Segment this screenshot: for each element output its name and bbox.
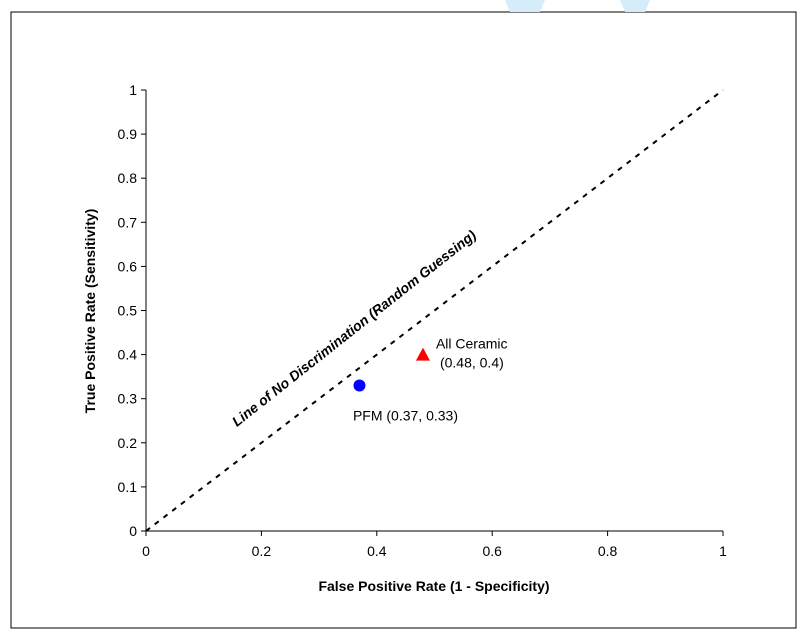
y-tick-label: 0.7	[118, 214, 138, 230]
y-tick-label: 0.1	[118, 479, 138, 495]
y-tick-label: 0.4	[118, 347, 138, 363]
data-points: PFM (0.37, 0.33) All Ceramic (0.48, 0.4)	[353, 336, 508, 424]
y-tick-label: 0.5	[118, 303, 138, 319]
y-tick-label: 0.6	[118, 258, 138, 274]
y-tick-label: 0	[129, 523, 137, 539]
y-axis-ticks: 0 0.1 0.2 0.3 0.4 0.5 0.6 0.7 0.8 0.9 1	[118, 82, 146, 539]
x-tick-label: 0.4	[367, 543, 387, 559]
all-ceramic-label-line-1: All Ceramic	[436, 336, 508, 352]
x-axis-title: False Positive Rate (1 - Specificity)	[318, 578, 549, 594]
x-tick-label: 0	[142, 543, 150, 559]
x-axis-ticks: 0 0.2 0.4 0.6 0.8 1	[142, 531, 727, 559]
y-tick-label: 0.8	[118, 170, 138, 186]
y-tick-label: 0.9	[118, 126, 138, 142]
x-tick-label: 0.6	[482, 543, 502, 559]
top-decoration	[505, 0, 545, 12]
y-tick-label: 0.3	[118, 391, 138, 407]
all-ceramic-label-line-2: (0.48, 0.4)	[440, 355, 504, 371]
y-axis-title: True Positive Rate (Sensitivity)	[82, 209, 98, 414]
x-tick-label: 0.2	[252, 543, 272, 559]
y-tick-label: 1	[129, 82, 137, 98]
x-tick-label: 1	[719, 543, 727, 559]
y-tick-label: 0.2	[118, 435, 138, 451]
x-tick-label: 0.8	[598, 543, 618, 559]
top-decoration-2	[620, 0, 650, 12]
no-discrimination-line	[145, 89, 724, 532]
pfm-point-label: PFM (0.37, 0.33)	[353, 407, 458, 423]
pfm-point-marker	[353, 379, 366, 392]
chart-border	[10, 11, 797, 629]
all-ceramic-point-marker	[415, 347, 430, 361]
